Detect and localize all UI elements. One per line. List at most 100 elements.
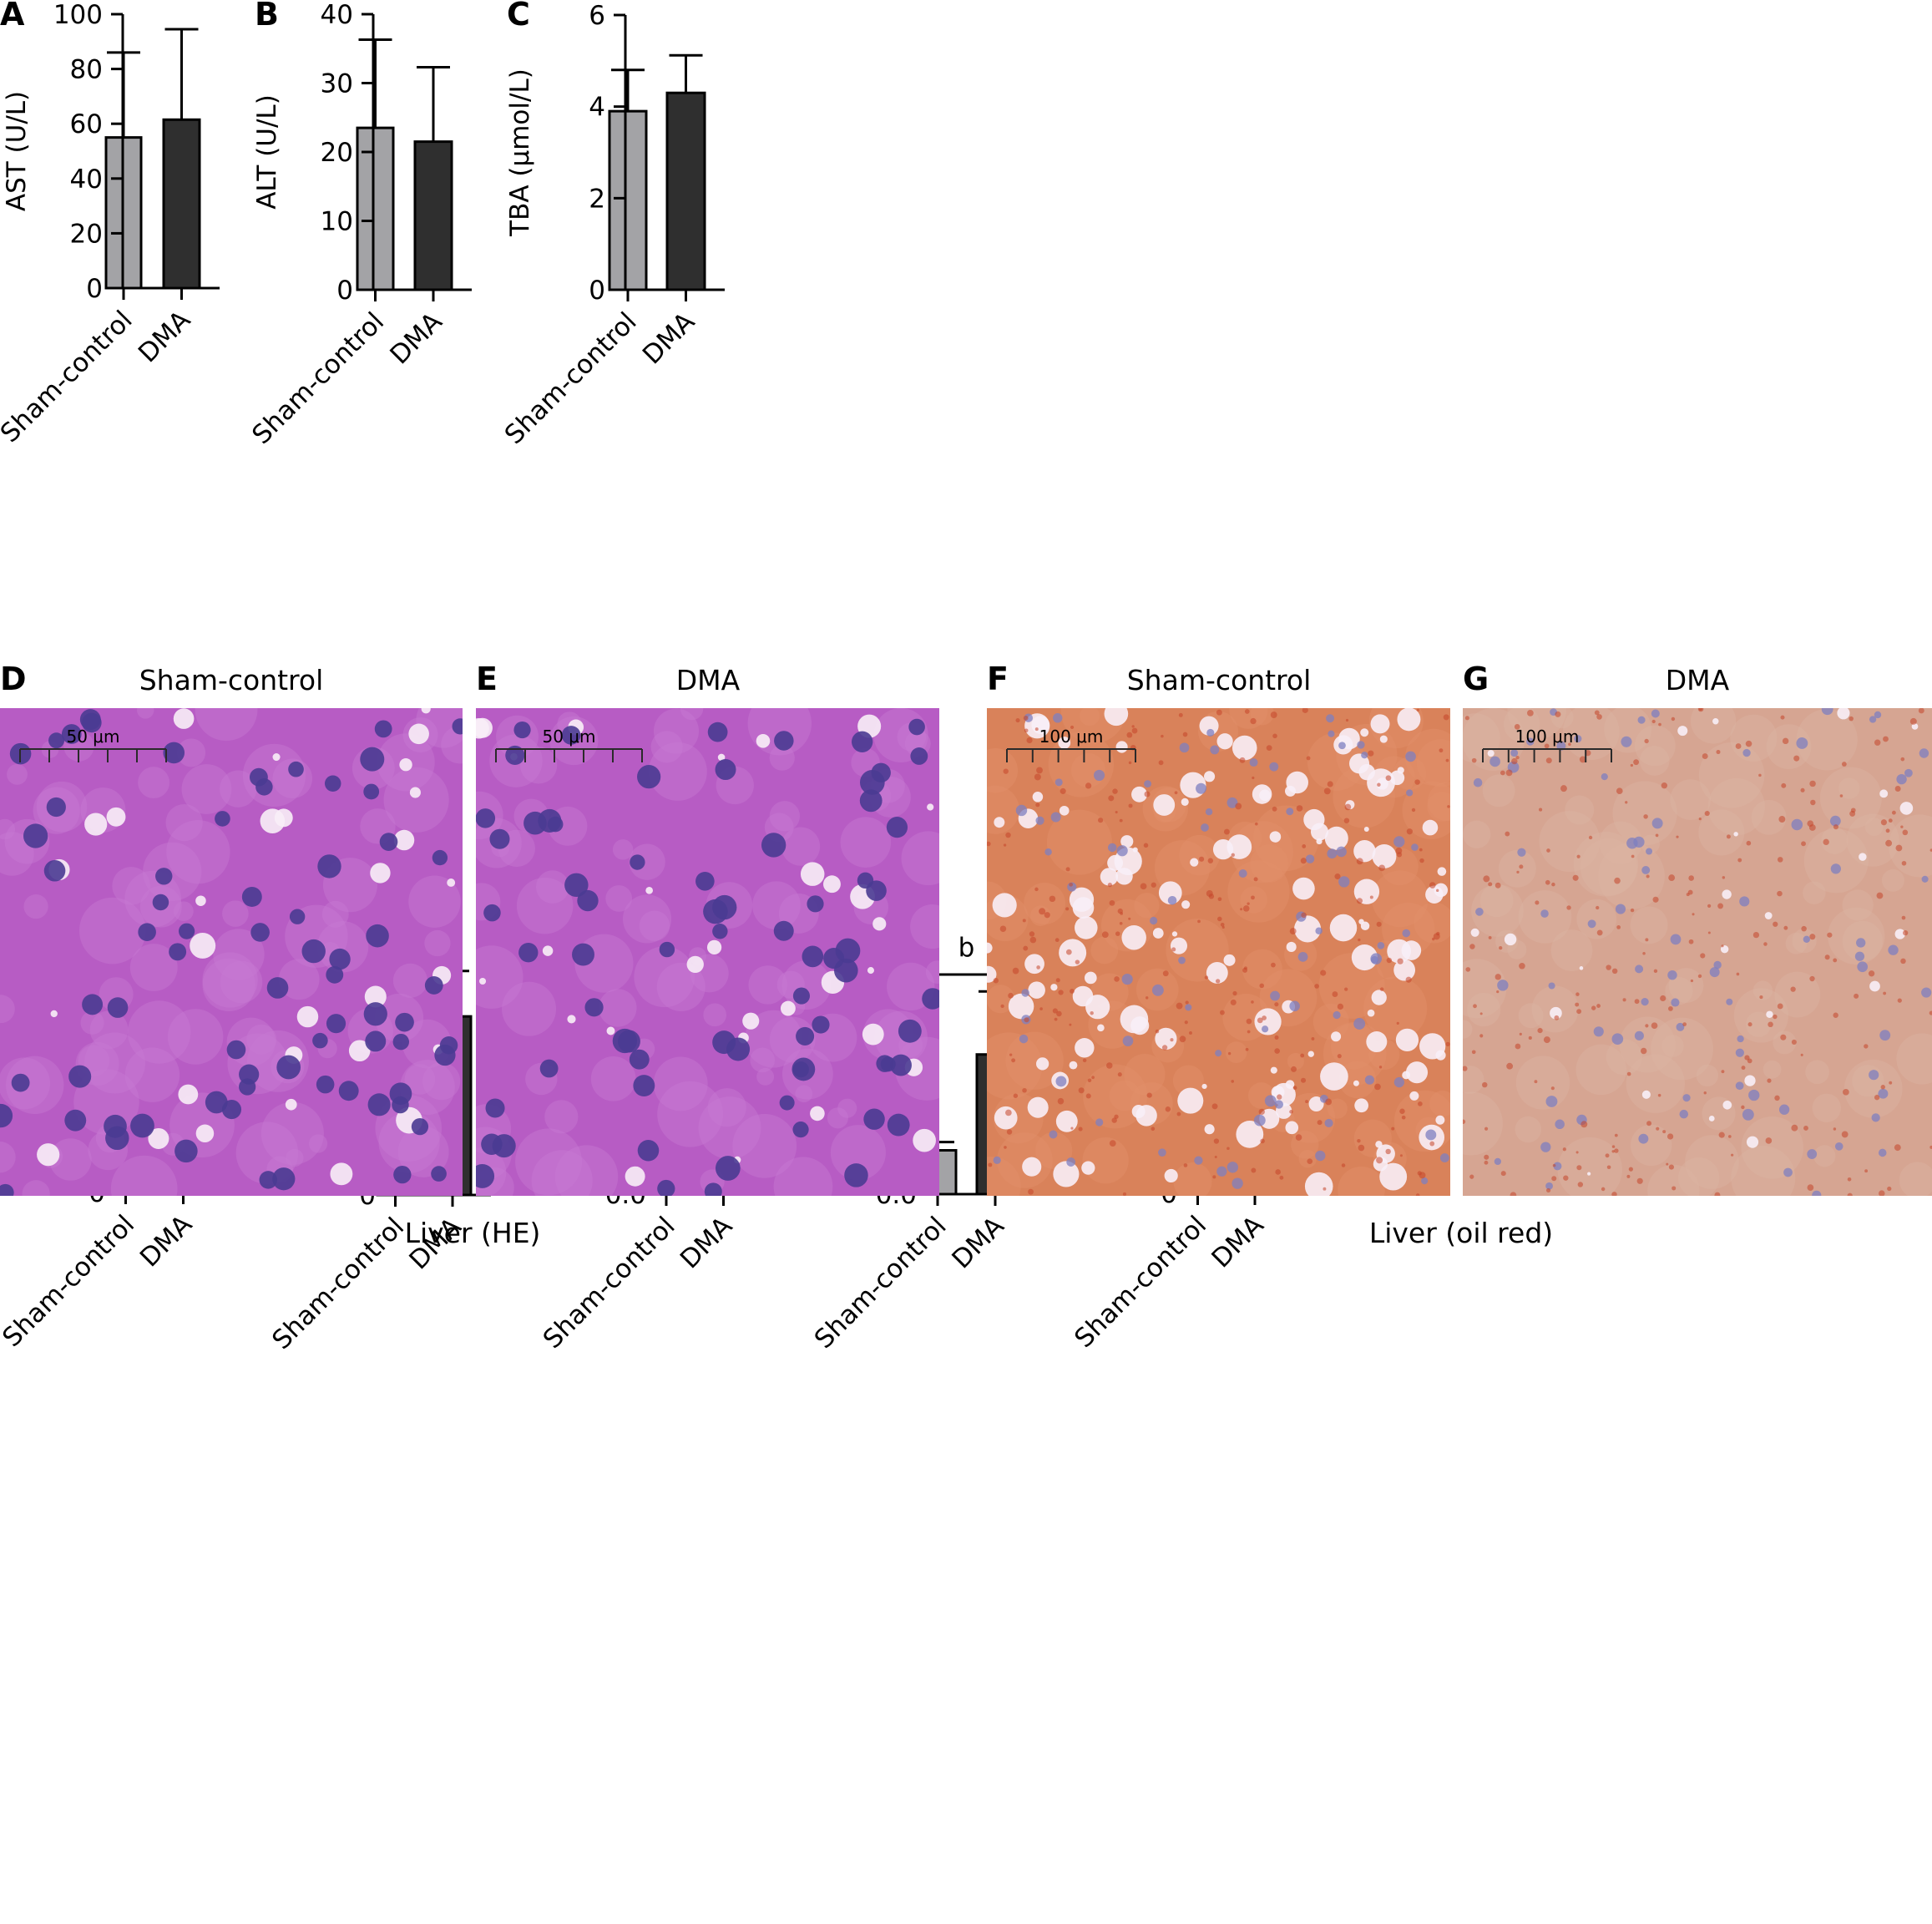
nucleus [1226, 797, 1238, 808]
lipid-droplet [1777, 857, 1783, 863]
nucleus [1896, 773, 1907, 785]
nucleus [1540, 1142, 1551, 1152]
lipid-droplet [1697, 708, 1704, 712]
nucleus [169, 943, 187, 961]
nucleus [1556, 741, 1566, 751]
lipid-droplet [1184, 1020, 1188, 1025]
lipid-droplet [1801, 925, 1807, 932]
lipid-droplet [1112, 788, 1118, 794]
texture [1005, 1031, 1064, 1090]
lipid-droplet [1251, 895, 1255, 900]
nucleus [1821, 708, 1833, 716]
texture [422, 1062, 461, 1101]
nucleus [1737, 1035, 1744, 1043]
nucleus [1879, 1030, 1891, 1041]
nucleus [1094, 769, 1105, 781]
vacuole [1487, 750, 1495, 757]
lipid-droplet [1703, 1091, 1707, 1095]
texture [1029, 905, 1051, 926]
micrograph-title: DMA [676, 664, 741, 696]
texture [750, 1047, 775, 1073]
lipid-droplet [1223, 828, 1230, 835]
texture [181, 764, 232, 814]
vacuole [1708, 1116, 1715, 1121]
lipid-droplet [1029, 931, 1035, 937]
lipid-droplet [1117, 908, 1123, 914]
texture [1298, 1149, 1317, 1168]
micrograph-image [987, 708, 1450, 1196]
vacuole [447, 878, 456, 887]
lipid-droplet [1714, 1192, 1721, 1196]
lipid-droplet [1221, 925, 1225, 929]
texture [1482, 774, 1515, 808]
lipid-droplet [1151, 882, 1156, 888]
vacuole [992, 893, 1017, 918]
texture [308, 1134, 328, 1153]
lipid-droplet [1891, 810, 1896, 815]
texture [129, 944, 178, 991]
nucleus [250, 923, 270, 942]
lipid-droplet [1850, 808, 1856, 813]
lipid-droplet [1469, 1174, 1474, 1179]
panel-letter: C [507, 0, 530, 33]
lipid-droplet [1500, 770, 1505, 776]
vacuole [1069, 1061, 1078, 1070]
lipid-droplet [1301, 912, 1307, 919]
lipid-droplet [1735, 743, 1742, 749]
lipid-droplet [1698, 818, 1702, 821]
texture [1698, 809, 1745, 856]
lipid-droplet [1419, 848, 1423, 852]
vacuole [285, 1098, 297, 1111]
vacuole [1354, 1098, 1369, 1113]
lipid-droplet [1519, 864, 1524, 869]
texture [1463, 820, 1491, 848]
texture [1479, 884, 1514, 918]
nucleus [241, 887, 262, 907]
vacuole [1324, 826, 1348, 850]
vacuole [195, 1124, 215, 1143]
nucleus [1651, 818, 1663, 829]
lipid-droplet [1003, 843, 1007, 847]
micrograph-title: Sham-control [1127, 664, 1312, 696]
nucleus [712, 894, 737, 920]
lipid-droplet [1368, 750, 1374, 757]
lipid-droplet [1614, 1133, 1618, 1137]
lipid-droplet [1690, 979, 1694, 983]
bar-dma [665, 91, 706, 291]
vacuole [330, 1162, 353, 1186]
lipid-droplet [1903, 929, 1909, 936]
lipid-droplet [1369, 895, 1373, 899]
lipid-droplet [1575, 992, 1580, 996]
lipid-droplet [1883, 736, 1889, 742]
lipid-droplet [1242, 905, 1250, 912]
lipid-droplet [1245, 1047, 1249, 1051]
nucleus [1834, 1142, 1843, 1151]
lipid-droplet [1028, 1188, 1034, 1195]
lipid-droplet [1833, 958, 1838, 963]
lipid-droplet [1015, 717, 1020, 723]
vacuole [1363, 826, 1369, 832]
texture [1651, 1017, 1713, 1081]
lipid-droplet [1023, 716, 1029, 721]
nucleus [152, 894, 169, 911]
texture [629, 843, 665, 880]
nucleus [539, 1059, 559, 1078]
lipid-droplet [1445, 1041, 1450, 1047]
vacuole [1028, 981, 1045, 999]
texture [516, 877, 574, 934]
lipid-droplet [1763, 942, 1768, 946]
vacuole [1104, 708, 1129, 727]
lipid-droplet [1170, 1038, 1174, 1042]
texture [202, 952, 258, 1008]
vacuole [1059, 939, 1087, 967]
nucleus [366, 924, 389, 948]
nucleus [424, 976, 443, 995]
lipid-droplet [1317, 1120, 1323, 1126]
texture [22, 1180, 50, 1196]
lipid-droplet [1790, 986, 1796, 992]
texture [1745, 1011, 1772, 1037]
vacuole [476, 717, 493, 738]
vacuole [1353, 1080, 1359, 1086]
texture [1864, 818, 1884, 837]
nucleus [908, 718, 925, 736]
